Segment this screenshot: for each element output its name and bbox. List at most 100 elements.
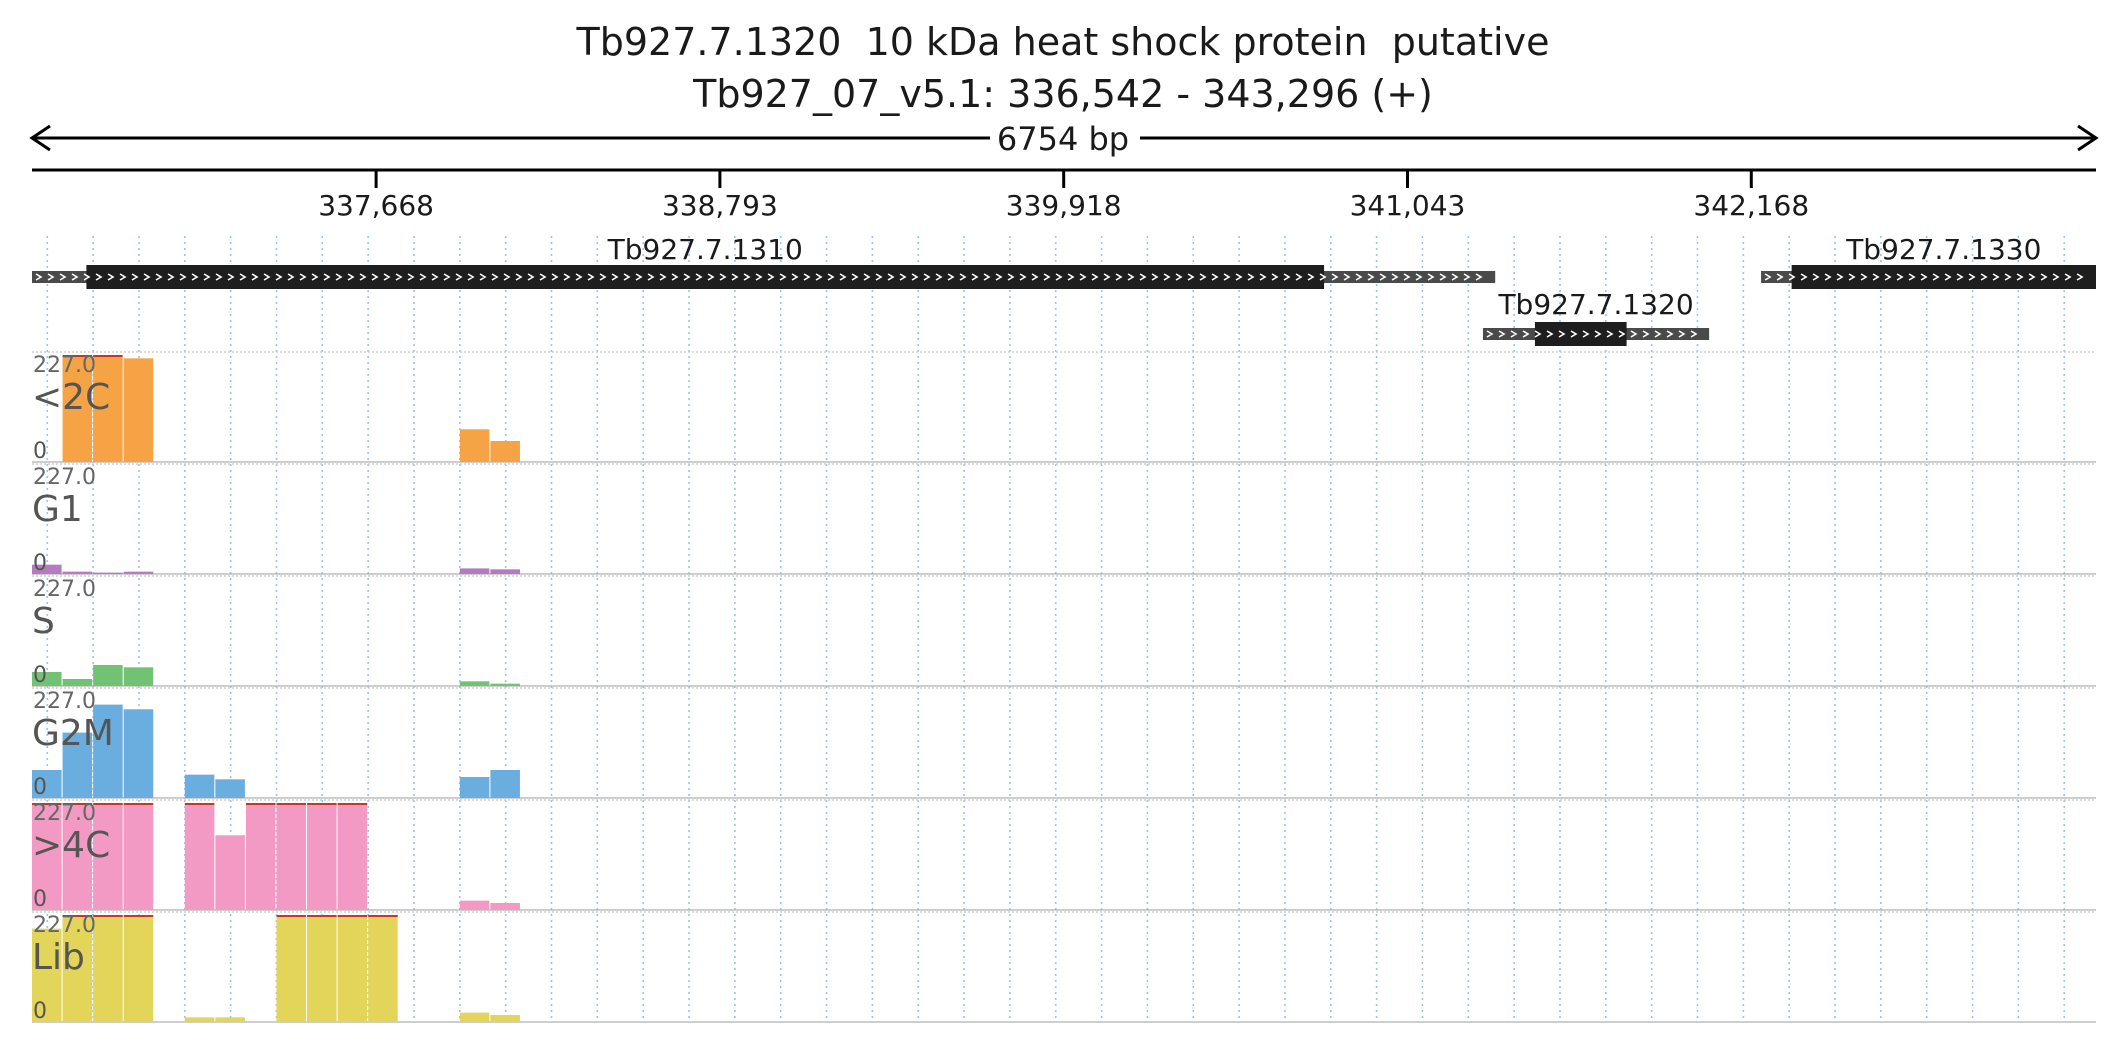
coverage-bar — [93, 664, 123, 686]
chart-title: Tb927.7.1320 10 kDa heat shock protein p… — [576, 20, 1550, 64]
track-name-label: G2M — [32, 713, 114, 754]
coverage-bar — [123, 916, 154, 1022]
coverage-bar — [215, 1017, 245, 1022]
track-ymax-label: 227.0 — [33, 577, 96, 602]
coverage-bar — [184, 1017, 215, 1022]
coverage-bar — [490, 902, 520, 910]
track-ymin-label: 0 — [33, 663, 47, 688]
coverage-bar — [62, 571, 93, 574]
coverage-bar — [459, 429, 490, 462]
x-tick-label: 341,043 — [1350, 189, 1466, 222]
gene-model[interactable]: Tb927.7.1330 — [1761, 233, 2096, 289]
track-name-label: G1 — [32, 489, 83, 530]
coverage-bar — [215, 779, 245, 798]
coverage-bar — [459, 568, 490, 574]
track-name-label: S — [32, 601, 55, 642]
x-axis-ticks: 337,668 338,793 339,918 341,043 342,168 — [318, 170, 1809, 222]
coverage-bar — [62, 678, 93, 686]
coverage-track: 227.0>4C 0 — [32, 799, 2096, 912]
gene-strand-arrows — [1764, 273, 2084, 281]
coverage-bar — [184, 774, 215, 798]
gene-model[interactable]: Tb927.7.1320 — [1482, 288, 1710, 346]
coverage-bar — [32, 769, 62, 798]
coverage-bar — [62, 916, 93, 1022]
x-tick-label: 338,793 — [662, 189, 778, 222]
track-ymax-label: 227.0 — [33, 689, 96, 714]
gene-label: Tb927.7.1330 — [1845, 233, 2041, 266]
coverage-bar — [459, 900, 490, 910]
span-label: 6754 bp — [997, 120, 1129, 158]
coverage-bar — [123, 358, 154, 462]
coverage-bar — [490, 1014, 520, 1022]
track-ymin-label: 0 — [33, 439, 47, 464]
coverage-bar — [459, 681, 490, 686]
track-name-label: >4C — [32, 825, 110, 866]
coverage-bar — [62, 804, 93, 910]
track-ymax-label: 227.0 — [33, 801, 96, 826]
coverage-bar — [245, 804, 276, 910]
coverage-bar — [93, 704, 123, 798]
coverage-bar — [32, 928, 62, 1022]
track-ymin-label: 0 — [33, 775, 47, 800]
coverage-bar — [184, 804, 215, 910]
grid-lines — [46, 236, 2066, 1018]
coverage-bar — [215, 835, 245, 910]
coverage-bar — [93, 572, 123, 574]
coverage-bar — [62, 356, 93, 462]
coverage-bar — [368, 916, 398, 1022]
span-arrowhead-right — [2077, 124, 2099, 152]
coverage-bar — [307, 804, 337, 910]
gene-cds — [86, 265, 1325, 289]
gene-label: Tb927.7.1320 — [1497, 288, 1693, 321]
track-name-label: <2C — [32, 377, 110, 418]
coverage-bar — [93, 916, 123, 1022]
coverage-tracks: 227.0<2C0227.0G10227.0S0227.0G2M0227.0>4… — [32, 351, 2096, 1024]
x-tick-label: 339,918 — [1006, 189, 1122, 222]
gene-track: Tb927.7.1310 Tb927.7.1320 Tb927.7.1330 — [32, 233, 2096, 346]
coverage-bar — [490, 440, 520, 462]
coverage-bar — [276, 916, 307, 1022]
chart-subtitle: Tb927_07_v5.1: 336,542 - 343,296 (+) — [693, 72, 1433, 116]
coverage-bar — [32, 671, 62, 686]
gene-label: Tb927.7.1310 — [607, 233, 803, 266]
coverage-bar — [123, 571, 154, 574]
track-ymax-label: 227.0 — [33, 465, 96, 490]
span-arrow: 6754 bp — [29, 120, 2099, 158]
coverage-bar — [123, 667, 154, 686]
track-ymin-label: 0 — [33, 999, 47, 1024]
track-ymin-label: 0 — [33, 887, 47, 912]
coverage-track: 227.0<2C 0 — [32, 351, 2096, 464]
coverage-bar — [459, 776, 490, 798]
x-tick-label: 337,668 — [318, 189, 434, 222]
coverage-bar — [93, 804, 123, 910]
coverage-bar — [490, 683, 520, 686]
gene-strand-arrows — [35, 273, 1483, 281]
coverage-bar — [490, 769, 520, 798]
track-name-label: Lib — [32, 937, 85, 978]
gene-model[interactable]: Tb927.7.1310 — [32, 233, 1496, 289]
track-ymax-label: 227.0 — [33, 353, 96, 378]
coverage-bar — [123, 804, 154, 910]
coverage-bar — [307, 916, 337, 1022]
coverage-bar — [276, 804, 307, 910]
coverage-bar — [123, 709, 154, 798]
track-ymin-label: 0 — [33, 551, 47, 576]
coverage-bar — [62, 732, 93, 798]
coverage-bar — [337, 916, 368, 1022]
coverage-track: 227.0S 0 — [32, 575, 2096, 688]
coverage-bar — [32, 564, 62, 574]
coverage-bar — [337, 804, 368, 910]
coverage-bar — [459, 1012, 490, 1022]
track-ymax-label: 227.0 — [33, 913, 96, 938]
gene-strand-arrows — [1486, 330, 1698, 338]
coverage-track: 227.0G1 0 — [32, 463, 2096, 576]
x-tick-label: 342,168 — [1693, 189, 1809, 222]
coverage-bar — [490, 569, 520, 574]
span-arrowhead-left — [29, 124, 51, 152]
coverage-bar — [93, 356, 123, 462]
coverage-bar — [32, 804, 62, 910]
gene-cds — [1791, 265, 2096, 289]
